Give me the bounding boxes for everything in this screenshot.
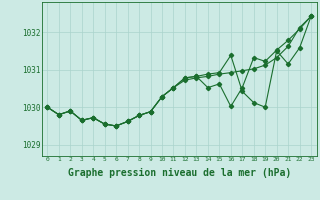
X-axis label: Graphe pression niveau de la mer (hPa): Graphe pression niveau de la mer (hPa) xyxy=(68,168,291,178)
